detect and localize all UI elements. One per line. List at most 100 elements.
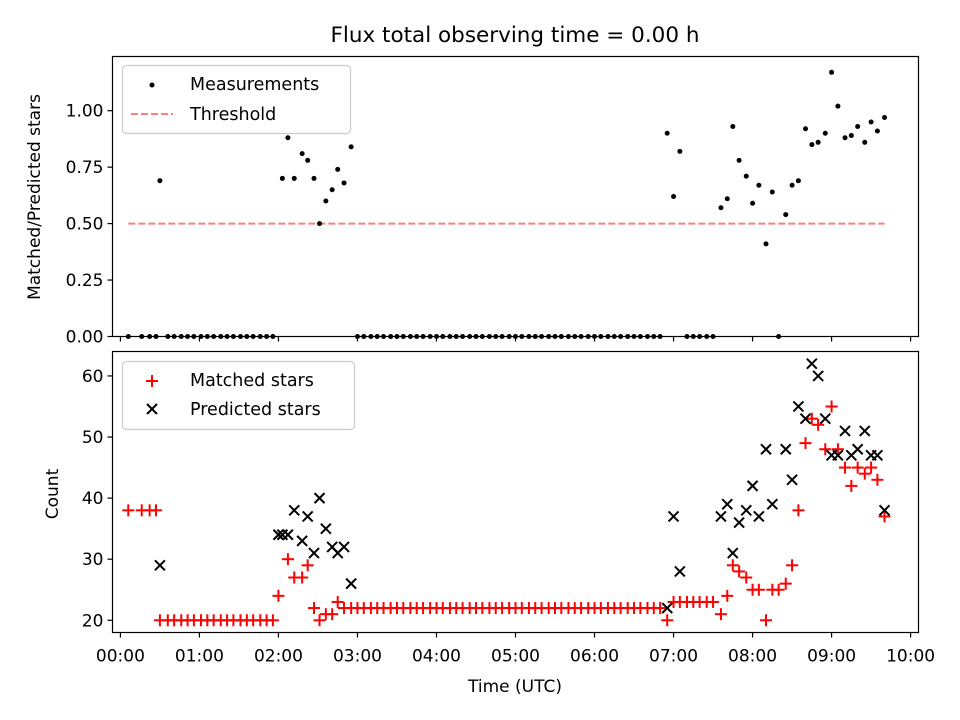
- top-y-tick-label: 0.50: [66, 215, 104, 235]
- top-axes-frame: [111, 55, 920, 338]
- matched-star-point: [839, 461, 852, 474]
- predicted-star-point: [832, 449, 844, 462]
- predicted-star-point: [740, 504, 752, 517]
- measurement-point: [862, 139, 868, 145]
- matched-star-point: [740, 571, 753, 584]
- bottom-y-tick-label: 20: [82, 611, 104, 631]
- matched-star-point: [865, 461, 878, 474]
- matched-star-point: [331, 595, 344, 608]
- measurement-point: [855, 124, 861, 129]
- bottom-y-tick-label: 50: [82, 428, 104, 448]
- measurement-point: [803, 126, 809, 132]
- matched-star-point: [661, 614, 674, 627]
- x-tick-label: 10:00: [886, 647, 935, 667]
- predicted-star-point: [746, 480, 759, 492]
- measurement-point: [822, 130, 828, 136]
- x-tick-label: 06:00: [570, 647, 619, 667]
- measurement-point: [299, 151, 305, 157]
- legend-threshold-label: Threshold: [189, 105, 276, 125]
- bottom-axis-ticks: 20 30 40 50 60 00:00 01:00 02:00 03:00 04:00 05:00…: [82, 367, 935, 667]
- bottom-plot-area: [122, 358, 891, 627]
- predicted-star-point: [301, 510, 314, 523]
- measurement-point: [795, 178, 801, 184]
- x-tick-label: 05:00: [491, 647, 540, 667]
- matched-star-point: [122, 504, 135, 517]
- x-tick-label: 07:00: [649, 647, 698, 667]
- matched-star-point: [845, 479, 858, 492]
- measurement-point: [736, 157, 742, 163]
- predicted-star-point: [715, 510, 727, 523]
- matched-star-point: [654, 602, 667, 615]
- predicted-star-point: [780, 443, 792, 455]
- top-legend: Measurements Threshold: [121, 64, 352, 135]
- predicted-star-point: [859, 425, 871, 437]
- legend-matched-marker: [146, 375, 158, 387]
- matched-star-point: [726, 559, 739, 572]
- top-y-tick-label: 0.25: [66, 271, 104, 291]
- measurement-point: [317, 221, 323, 227]
- matched-star-point: [733, 565, 746, 578]
- matched-star-point: [752, 583, 765, 596]
- predicted-star-point: [674, 565, 686, 578]
- top-y-tick-label: 1.00: [66, 102, 104, 122]
- matched-star-point: [714, 608, 727, 621]
- legend-measurements-label: Measurements: [190, 75, 319, 95]
- matched-star-point: [812, 418, 825, 431]
- matched-star-point: [799, 437, 812, 450]
- chart-title: Flux total observing time = 0.00 h: [331, 23, 700, 48]
- predicted-star-point: [282, 529, 294, 541]
- measurement-point: [789, 182, 795, 188]
- predicted-star-point: [667, 510, 680, 523]
- predicted-star-point: [760, 443, 772, 455]
- measurement-point: [763, 241, 769, 247]
- predicted-star-point: [313, 492, 326, 504]
- predicted-star-point: [871, 449, 884, 462]
- matched-star-point: [779, 577, 792, 590]
- predicted-star-point: [839, 425, 851, 437]
- predicted-star-point: [727, 547, 739, 559]
- legend-predicted-marker: [146, 403, 158, 415]
- predicted-star-point: [296, 535, 308, 547]
- measurement-point: [835, 103, 841, 109]
- measurement-point: [291, 175, 297, 181]
- measurement-point: [730, 124, 736, 129]
- matched-star-point: [819, 443, 832, 456]
- x-tick-label: 02:00: [254, 647, 303, 667]
- predicted-star-point: [272, 529, 285, 541]
- measurement-point: [724, 196, 730, 202]
- predicted-star-point: [753, 510, 765, 523]
- bottom-legend: Matched stars Predicted stars: [121, 360, 356, 431]
- x-tick-label: 03:00: [333, 647, 382, 667]
- bottom-axes-frame: [111, 350, 920, 634]
- measurement-point: [815, 139, 821, 145]
- legend-predicted-label: Predicted stars: [190, 400, 321, 420]
- predicted-star-point: [661, 602, 673, 614]
- measurement-point: [157, 178, 163, 184]
- measurement-point: [664, 130, 670, 136]
- predicted-star-point: [812, 370, 824, 382]
- matched-star-point: [772, 583, 785, 596]
- measurement-point: [848, 133, 854, 139]
- measurement-point: [329, 187, 335, 193]
- measurement-point: [718, 205, 724, 211]
- matched-star-point: [272, 589, 285, 602]
- x-tick-label: 08:00: [728, 647, 777, 667]
- matched-star-point: [326, 608, 339, 621]
- bottom-y-axis-label: Count: [43, 468, 63, 519]
- top-y-tick-label: 0.75: [66, 158, 104, 178]
- matched-star-point: [281, 553, 294, 566]
- predicted-star-point: [851, 443, 864, 455]
- predicted-star-point: [878, 504, 891, 517]
- matched-star-point: [858, 467, 871, 480]
- bottom-legend-box: [121, 360, 356, 431]
- measurement-point: [305, 157, 311, 163]
- matched-star-point: [851, 461, 864, 474]
- measurement-point: [868, 119, 874, 125]
- predicted-star-point: [733, 516, 745, 529]
- bottom-y-tick-label: 30: [82, 550, 104, 570]
- measurement-point: [750, 200, 756, 206]
- matched-star-point: [805, 412, 818, 425]
- matched-star-point: [786, 559, 799, 572]
- ratio-panel: Flux total observing time = 0.00 h Match…: [25, 23, 920, 348]
